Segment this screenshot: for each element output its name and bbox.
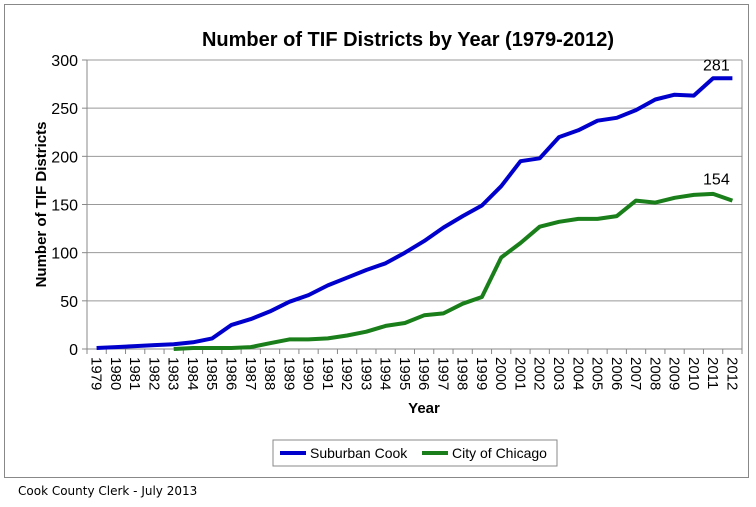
x-tick-label: 1988 xyxy=(261,357,278,390)
x-tick-label: 1994 xyxy=(377,357,394,390)
x-tick-label: 1980 xyxy=(107,357,124,390)
x-tick-label: 1995 xyxy=(396,357,413,390)
y-tick-label: 250 xyxy=(51,101,78,118)
legend-label: City of Chicago xyxy=(452,445,547,461)
x-tick-label: 1987 xyxy=(242,357,259,390)
x-tick-label: 2011 xyxy=(704,357,721,389)
x-tick-label: 1991 xyxy=(319,357,336,390)
legend xyxy=(272,439,558,467)
x-tick-label: 1990 xyxy=(300,357,317,390)
y-tick-label: 0 xyxy=(69,342,78,359)
x-tick-label: 1992 xyxy=(338,357,355,390)
legend-label: Suburban Cook xyxy=(310,445,408,461)
x-tick-label: 2006 xyxy=(608,357,625,390)
y-tick-label: 300 xyxy=(51,53,78,70)
x-tick-label: 2007 xyxy=(627,357,644,390)
source-note: Cook County Clerk - July 2013 xyxy=(18,484,198,498)
data-label: 281 xyxy=(703,57,730,74)
x-tick-label: 1999 xyxy=(473,357,490,390)
x-tick-label: 1989 xyxy=(280,357,297,390)
chart-title: Number of TIF Districts by Year (1979-20… xyxy=(202,29,614,51)
x-tick-label: 1998 xyxy=(454,357,471,390)
y-tick-label: 100 xyxy=(51,246,78,263)
x-tick-label: 2008 xyxy=(646,357,663,390)
y-tick-label: 150 xyxy=(51,198,78,215)
x-tick-label: 2009 xyxy=(666,357,683,390)
x-tick-label: 1984 xyxy=(184,357,201,390)
data-label: 154 xyxy=(703,172,730,189)
x-tick-label: 1981 xyxy=(126,357,143,390)
series-line-suburban-cook xyxy=(96,76,733,350)
x-tick-label: 1979 xyxy=(88,357,105,390)
y-tick-label: 50 xyxy=(60,294,78,311)
x-tick-label: 1983 xyxy=(165,357,182,390)
x-tick-label: 2012 xyxy=(723,357,740,390)
x-tick-label: 2005 xyxy=(589,357,606,390)
x-tick-label: 1997 xyxy=(434,357,451,390)
series-line-city-of-chicago xyxy=(173,191,734,351)
x-tick-label: 1982 xyxy=(145,357,162,390)
x-tick-label: 2004 xyxy=(569,357,586,390)
x-tick-label: 1986 xyxy=(222,357,239,390)
chart-frame xyxy=(4,4,749,478)
x-tick-label: 2010 xyxy=(685,357,702,390)
x-tick-label: 2003 xyxy=(550,357,567,390)
x-tick-label: 2000 xyxy=(492,357,509,390)
x-tick-label: 2001 xyxy=(511,357,528,390)
y-axis-label: Number of TIF Districts xyxy=(33,122,50,288)
x-tick-label: 1996 xyxy=(415,357,432,390)
y-tick-label: 200 xyxy=(51,149,78,166)
x-tick-label: 1985 xyxy=(203,357,220,390)
x-tick-label: 2002 xyxy=(531,357,548,390)
x-tick-label: 1993 xyxy=(357,357,374,390)
x-axis-label: Year xyxy=(408,400,440,417)
